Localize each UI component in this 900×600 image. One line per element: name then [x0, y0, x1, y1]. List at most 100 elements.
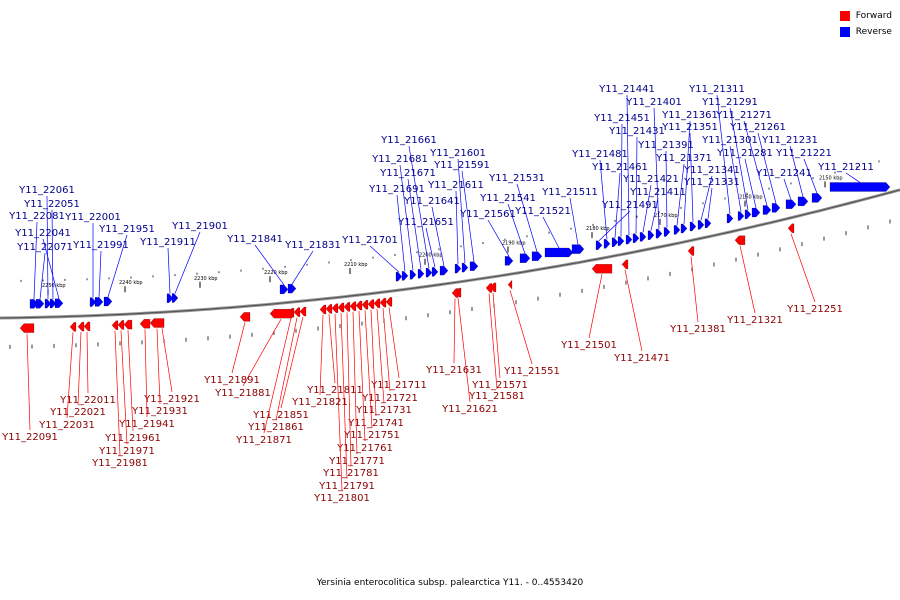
reverse-leader-line [716, 94, 731, 215]
reverse-gene-arrow [439, 265, 449, 276]
reverse-gene-arrow [29, 299, 39, 309]
reverse-swatch [839, 27, 850, 37]
forward-gene-label: Y11_21811 [306, 385, 363, 396]
reverse-gene-arrow [797, 196, 809, 206]
reverse-gene-label: Y11_21391 [637, 140, 694, 151]
reverse-gene-arrow [425, 268, 433, 278]
reverse-leader-line [757, 132, 777, 204]
reverse-leader-line [599, 159, 608, 240]
forward-gene-label: Y11_21731 [355, 405, 412, 416]
reverse-gene-arrow [647, 230, 655, 240]
reverse-gene-arrow [829, 182, 891, 192]
forward-leader-line [457, 298, 471, 403]
reverse-gene-arrow [632, 233, 640, 243]
reverse-gene-arrow [811, 193, 823, 203]
reverse-leader-line [803, 158, 818, 194]
forward-gene-label: Y11_21801 [313, 493, 370, 504]
forward-leader-line [328, 314, 336, 384]
forward-leader-line [346, 312, 352, 467]
reverse-gene-label: Y11_21511 [541, 187, 598, 198]
reverse-gene-arrow [395, 272, 403, 282]
reverse-gene-label: Y11_21991 [72, 240, 129, 251]
forward-leader-line [739, 245, 756, 314]
forward-gene-label: Y11_22011 [59, 395, 116, 406]
forward-gene-label: Y11_21711 [370, 380, 427, 391]
reverse-gene-arrow [171, 293, 179, 303]
reverse-leader-line [845, 172, 861, 183]
tick-label: 2160 kbp [739, 195, 763, 201]
forward-gene-label: Y11_21471 [613, 353, 670, 364]
legend-forward: Forward [839, 8, 892, 24]
reverse-gene-arrow [611, 237, 619, 247]
forward-gene-label: Y11_21571 [471, 380, 528, 391]
reverse-gene-arrow [617, 236, 625, 246]
reverse-leader-line [743, 120, 768, 206]
forward-gene-arrow [337, 302, 345, 313]
reverse-gene-label: Y11_21451 [593, 113, 650, 124]
forward-gene-label: Y11_21941 [118, 419, 175, 430]
reverse-gene-label: Y11_21671 [379, 168, 436, 179]
forward-gene-label: Y11_21961 [104, 433, 161, 444]
reverse-leader-line [399, 164, 414, 271]
reverse-gene-label: Y11_22071 [16, 242, 73, 253]
forward-leader-line [588, 274, 603, 339]
forward-leader-line [77, 332, 82, 406]
reverse-gene-label: Y11_21291 [701, 97, 758, 108]
reverse-gene-arrow [531, 251, 543, 261]
forward-leader-line [509, 290, 533, 365]
reverse-gene-arrow [279, 284, 289, 294]
forward-gene-label: Y11_21971 [98, 446, 155, 457]
reverse-gene-arrow [673, 225, 681, 235]
reverse-gene-label: Y11_21221 [775, 148, 832, 159]
reverse-leader-line [457, 158, 466, 264]
forward-leader-line [358, 310, 366, 442]
reverse-leader-line [626, 94, 630, 236]
reverse-gene-arrow [461, 262, 469, 273]
forward-gene-arrow [117, 320, 125, 330]
reverse-gene-label: Y11_21301 [701, 135, 758, 146]
reverse-gene-arrow [401, 271, 409, 281]
reverse-gene-label: Y11_21611 [427, 180, 484, 191]
reverse-gene-label: Y11_21341 [683, 165, 740, 176]
tick-label: 2180 kbp [586, 226, 610, 232]
forward-gene-arrow [507, 279, 513, 290]
forward-gene-label: Y11_21851 [252, 410, 309, 421]
reverse-gene-arrow [454, 263, 462, 274]
reverse-gene-arrow [35, 299, 45, 309]
reverse-leader-line [635, 136, 638, 234]
reverse-leader-line [683, 120, 691, 224]
reverse-leader-line [729, 107, 749, 210]
reverse-leader-line [642, 184, 652, 233]
forward-gene-label: Y11_21741 [347, 418, 404, 429]
reverse-leader-line [689, 132, 694, 223]
reverse-leader-line [407, 178, 422, 270]
forward-gene-label: Y11_21791 [318, 481, 375, 492]
reverse-gene-label: Y11_21601 [429, 148, 486, 159]
forward-gene-arrow [355, 300, 363, 311]
forward-gene-label: Y11_22031 [38, 420, 95, 431]
reverse-gene-label: Y11_21461 [591, 162, 648, 173]
reverse-leader-line [455, 190, 459, 265]
forward-leader-line [492, 292, 501, 379]
reverse-leader-line [174, 231, 201, 294]
reverse-gene-label: Y11_21311 [688, 84, 745, 95]
forward-gene-arrow [373, 298, 381, 308]
reverse-gene-arrow [762, 205, 772, 215]
reverse-gene-label: Y11_21541 [479, 193, 536, 204]
reverse-gene-arrow [103, 296, 113, 307]
forward-leader-line [690, 256, 699, 323]
forward-gene-arrow [361, 300, 369, 310]
forward-leader-line [26, 333, 31, 431]
reverse-gene-arrow [409, 270, 417, 280]
forward-leader-line [242, 319, 282, 387]
forward-gene-label: Y11_21551 [503, 366, 560, 377]
forward-leader-line [364, 310, 373, 429]
genome-caption: Yersinia enterocolitica subsp. palearcti… [316, 578, 584, 588]
reverse-gene-arrow [544, 247, 574, 258]
reverse-gene-arrow [469, 261, 479, 271]
forward-gene-arrow [299, 306, 307, 317]
reverse-gene-label: Y11_22001 [64, 212, 121, 223]
forward-gene-arrow [451, 288, 459, 298]
reverse-gene-arrow [785, 199, 797, 209]
reverse-leader-line [620, 123, 623, 237]
